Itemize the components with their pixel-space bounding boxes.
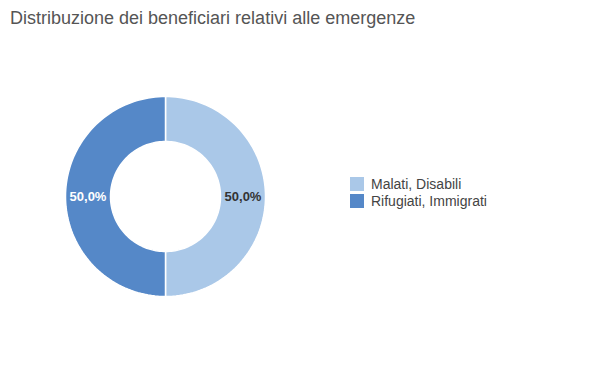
- html-text:Malati, Disabili: Malati, Disabili: [371, 175, 462, 192]
- html-text:Distribuzione dei beneficiari: Distribuzione dei beneficiari relativi a…: [10, 8, 416, 28]
- svg-text:50,0%: 50,0%: [70, 189, 107, 204]
- svg-text:50,0%: 50,0%: [225, 189, 262, 204]
- html-text:Rifugiati, Immigrati: Rifugiati, Immigrati: [371, 192, 487, 209]
